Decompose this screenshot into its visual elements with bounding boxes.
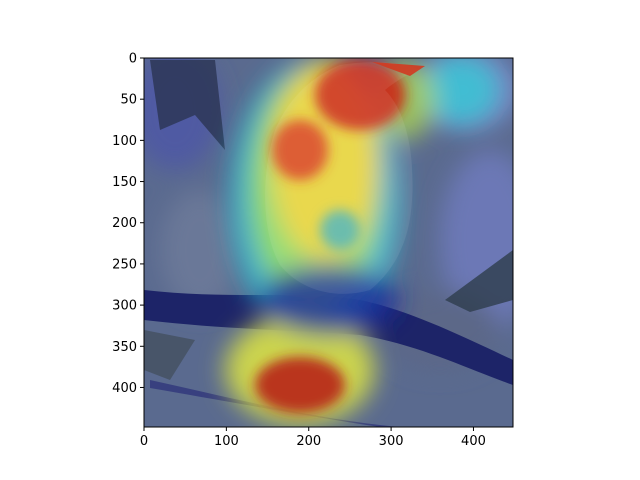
- y-tick-label: 50: [120, 93, 137, 108]
- plot-frame: [143, 57, 514, 428]
- leaf-shape: [445, 250, 513, 312]
- y-tick-label: 400: [112, 381, 137, 396]
- leaf-shape: [150, 60, 225, 150]
- x-tick-label: 400: [461, 434, 486, 449]
- y-tick-label: 250: [112, 257, 137, 272]
- y-tick-label: 200: [112, 216, 137, 231]
- x-tick-label: 100: [214, 434, 239, 449]
- x-tick-label: 300: [379, 434, 404, 449]
- x-tick-label: 200: [296, 434, 321, 449]
- y-tick-label: 0: [129, 52, 137, 67]
- y-tick-label: 300: [112, 299, 137, 314]
- x-axis: 0 100 200 300 400: [140, 427, 486, 449]
- branch-shape: [144, 290, 513, 385]
- y-tick-label: 150: [112, 175, 137, 190]
- y-axis: 0 50 100 150 200 250 300 350 400: [112, 52, 144, 396]
- bird-shape: [265, 62, 420, 294]
- leaf-shape: [144, 330, 195, 380]
- y-tick-label: 350: [112, 340, 137, 355]
- heatmap-image: [144, 58, 513, 427]
- y-tick-label: 100: [112, 134, 137, 149]
- x-tick-label: 0: [140, 434, 148, 449]
